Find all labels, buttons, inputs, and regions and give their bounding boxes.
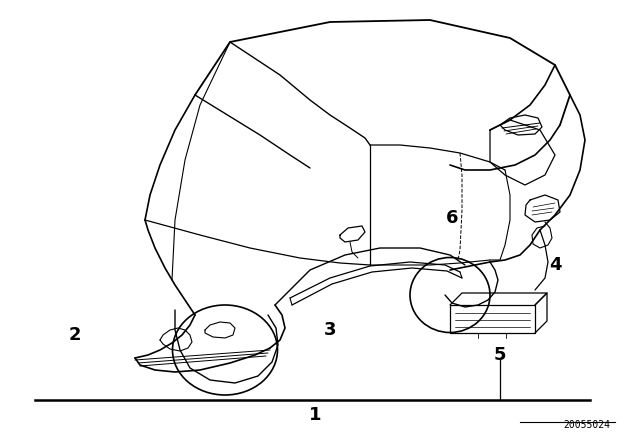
Text: 2: 2	[68, 326, 81, 344]
Text: 5: 5	[493, 346, 506, 364]
Text: 3: 3	[324, 321, 336, 339]
Text: 1: 1	[308, 406, 321, 424]
Text: 20055024: 20055024	[563, 420, 610, 430]
Text: 6: 6	[445, 209, 458, 227]
Text: 4: 4	[548, 256, 561, 274]
